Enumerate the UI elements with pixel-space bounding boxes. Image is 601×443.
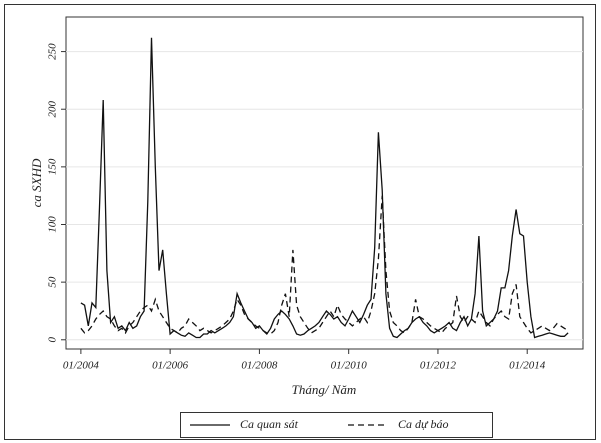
x-tick-label: 01/2006: [152, 360, 189, 372]
y-tick-label: 150: [47, 158, 59, 175]
x-tick-label: 01/2014: [509, 360, 546, 372]
x-tick-label: 01/2012: [420, 360, 457, 372]
x-axis-label: Tháng/ Năm: [292, 382, 357, 397]
outer-frame: [4, 4, 596, 440]
y-tick-label: 0: [47, 337, 59, 343]
plot-frame: [65, 16, 584, 350]
x-tick-label: 01/2004: [63, 360, 100, 372]
y-tick-label: 200: [47, 100, 59, 117]
series-line: [80, 195, 569, 335]
y-tick-label: 100: [47, 216, 59, 233]
legend-label: Ca quan sát: [240, 417, 299, 431]
series-line: [80, 37, 569, 339]
y-tick-label: 50: [47, 276, 59, 288]
y-axis-label: ca SXHD: [29, 158, 44, 207]
y-tick-label: 250: [47, 43, 59, 60]
legend-label: Ca dự báo: [398, 417, 449, 431]
x-tick-label: 01/2008: [241, 360, 278, 372]
x-tick-label: 01/2010: [331, 360, 368, 372]
legend-box: [180, 412, 493, 438]
